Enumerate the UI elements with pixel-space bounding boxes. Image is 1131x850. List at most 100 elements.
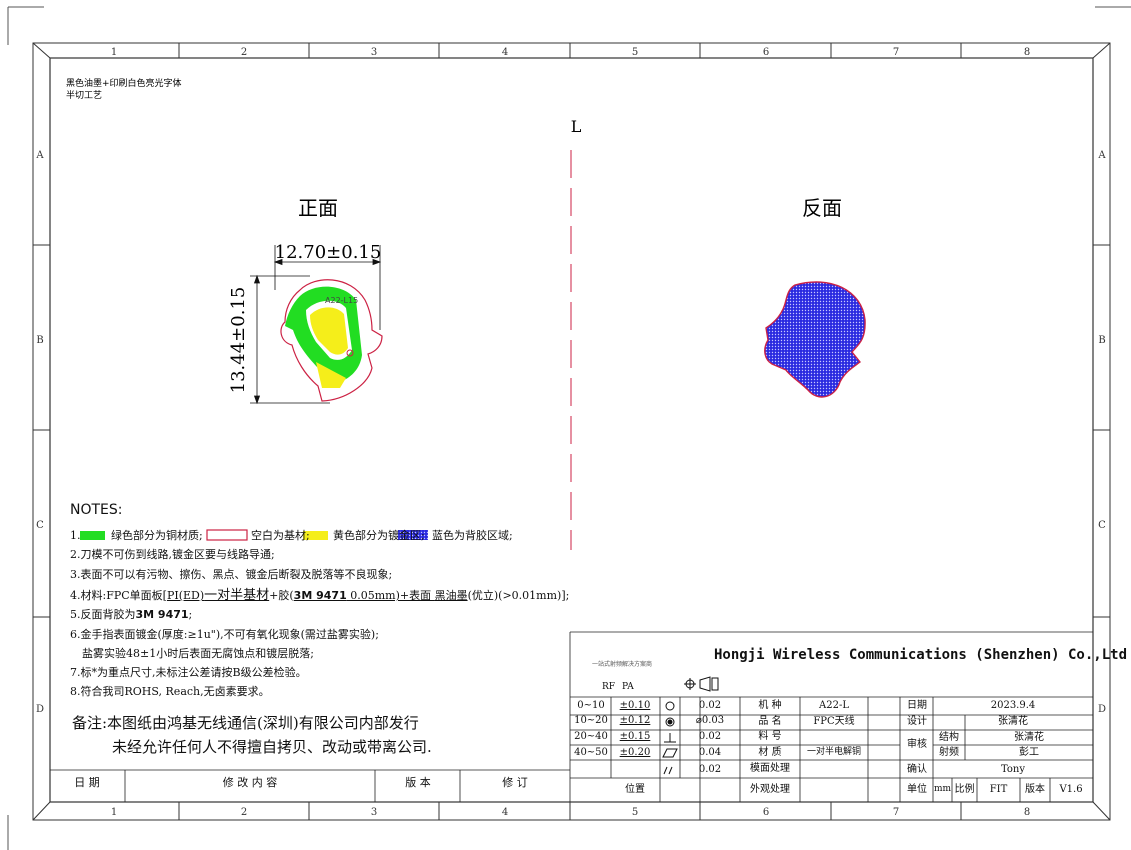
- grid-ticks: [33, 43, 1110, 820]
- row-label-right: C: [1098, 520, 1106, 531]
- note-4-d: 0.05mm)+表面: [346, 589, 435, 602]
- rf-label: RF: [602, 682, 616, 692]
- rf-review-label: 射频: [939, 747, 959, 758]
- col-label-bottom: 2: [241, 807, 247, 818]
- col-label-bottom: 8: [1024, 807, 1030, 818]
- tol-value: ±0.20: [619, 747, 651, 758]
- position-label: 位置: [625, 784, 645, 795]
- date-label: 日期: [907, 700, 927, 711]
- note-7: 7.标*为重点尺寸,未标注公差请按B级公差检验。: [70, 666, 307, 679]
- row-label-right: A: [1097, 150, 1106, 161]
- part-mark-label: A22-L15: [325, 296, 358, 305]
- col-label-bottom: 7: [893, 807, 899, 818]
- note-4-e: (优立)(>0.01mm)];: [467, 589, 570, 602]
- tol-range: 40~50: [574, 747, 608, 758]
- note-6b: 盐雾实验48±1小时后表面无腐蚀点和镀层脱落;: [82, 647, 314, 660]
- note-5-b: 3M 9471: [135, 608, 189, 621]
- company-name: Hongji Wireless Communications (Shenzhen…: [714, 647, 1128, 663]
- width-dimension-text: 12.70±0.15: [275, 242, 382, 263]
- antenna-back-view: [764, 281, 866, 398]
- note-6: 6.金手指表面镀金(厚度:≥1u"),不可有氧化现象(需过盐雾实验);: [70, 628, 379, 641]
- col-label-bottom: 6: [763, 807, 769, 818]
- tol-range: 10~20: [574, 715, 608, 726]
- note-4: 4.材料:FPC单面板[PI(ED)一对半基材+胶(3M 9471 0.05mm…: [70, 589, 569, 602]
- col-label-bottom: 4: [502, 807, 508, 818]
- antenna-front-view: A22-L15: [280, 279, 383, 402]
- row-label-right: D: [1098, 704, 1106, 715]
- note-4-tape: 3M 9471: [293, 589, 347, 602]
- legend-blank-swatch: [206, 529, 248, 541]
- front-view-title: 正面: [298, 196, 338, 220]
- row-label-left: D: [36, 704, 44, 715]
- flatness-icon: [662, 748, 678, 758]
- col-label-top: 1: [111, 47, 117, 58]
- note-1-yellow: 黄色部分为镀金区;: [333, 529, 425, 542]
- col-label-top: 7: [893, 47, 899, 58]
- gdt-value: 0.02: [698, 700, 722, 711]
- material-value: 一对半电解铜: [806, 747, 861, 757]
- process-note-line2: 半切工艺: [66, 89, 102, 101]
- note-8: 8.符合我司ROHS, Reach,无卤素要求。: [70, 685, 270, 698]
- company-caption: 一站式射频解决方案商: [592, 661, 653, 668]
- col-label-top: 5: [632, 47, 638, 58]
- revision-version-header: 版 本: [405, 776, 431, 789]
- center-label-l: L: [571, 117, 582, 136]
- rf-review-value: 彭工: [1019, 747, 1039, 758]
- col-label-top: 3: [371, 47, 377, 58]
- gdt-value: 0.04: [698, 747, 722, 758]
- title-block-lines: [569, 631, 1093, 802]
- note-3: 3.表面不可以有污物、擦伤、黑点、镀金后断裂及脱落等不良现象;: [70, 568, 393, 581]
- part-no-label: 料 号: [758, 731, 782, 742]
- tol-range: 20~40: [574, 731, 608, 742]
- note-4-a: 4.材料:FPC单面板[: [70, 589, 167, 602]
- scale-value: FIT: [989, 784, 1008, 795]
- legend-green-swatch: [80, 531, 105, 540]
- material-label: 材 质: [758, 747, 782, 758]
- model-label: 机 种: [758, 700, 782, 711]
- revision-date-header: 日 期: [74, 776, 100, 789]
- confirm-value: Tony: [1000, 764, 1025, 775]
- structure-label: 结构: [939, 732, 959, 743]
- gdt-symbols: [662, 676, 719, 775]
- finish-label: 外观处理: [750, 784, 790, 795]
- gdt-value: ⌀0.03: [695, 715, 725, 726]
- note-5-c: ;: [188, 608, 193, 621]
- unit-value: mm: [934, 784, 952, 794]
- legend-blue-swatch: [398, 530, 428, 540]
- remark-line2: 未经允许任何人不得擅自拷贝、改动或带离公司.: [112, 738, 432, 756]
- runout-icon: [663, 766, 673, 775]
- tol-range: 0~10: [577, 700, 605, 711]
- unit-label: 单位: [907, 784, 927, 795]
- tol-value: ±0.10: [619, 700, 651, 711]
- row-label-left: C: [36, 520, 44, 531]
- revision-revise-header: 修 订: [502, 776, 528, 789]
- designer-value: 张清花: [998, 716, 1028, 727]
- note-1-blue: 蓝色为背胶区域;: [432, 529, 513, 542]
- col-label-top: 6: [763, 47, 769, 58]
- col-label-bottom: 3: [371, 807, 377, 818]
- gdt-value: 0.02: [698, 731, 722, 742]
- note-1-green: 绿色部分为铜材质;: [111, 529, 203, 542]
- note-4-ink: 黑油墨: [434, 589, 468, 602]
- note-4-pi: PI(ED): [166, 589, 205, 602]
- structure-value: 张清花: [1014, 732, 1044, 743]
- revision-content-header: 修 改 内 容: [222, 776, 278, 789]
- name-value: FPC天线: [813, 716, 855, 727]
- col-label-bottom: 5: [632, 807, 638, 818]
- back-view-title: 反面: [802, 196, 842, 220]
- feed-point-icon: [346, 349, 354, 357]
- tol-value: ±0.15: [619, 731, 651, 742]
- col-label-top: 4: [502, 47, 508, 58]
- note-2: 2.刀模不可伤到线路,镀金区要与线路导通;: [70, 548, 275, 561]
- process-note-line1: 黑色油墨+印刷白色亮光字体: [66, 77, 182, 89]
- row-label-right: B: [1098, 335, 1105, 346]
- corner-marks: [7, 6, 1131, 850]
- concentricity-icon: [665, 717, 675, 727]
- surface-label: 模面处理: [750, 763, 790, 774]
- projection-icon: [699, 676, 719, 692]
- name-label: 品 名: [758, 716, 782, 727]
- tol-value: ±0.12: [619, 715, 651, 726]
- version-value: V1.6: [1059, 784, 1083, 795]
- note-4-b: 一对半基材: [204, 588, 270, 603]
